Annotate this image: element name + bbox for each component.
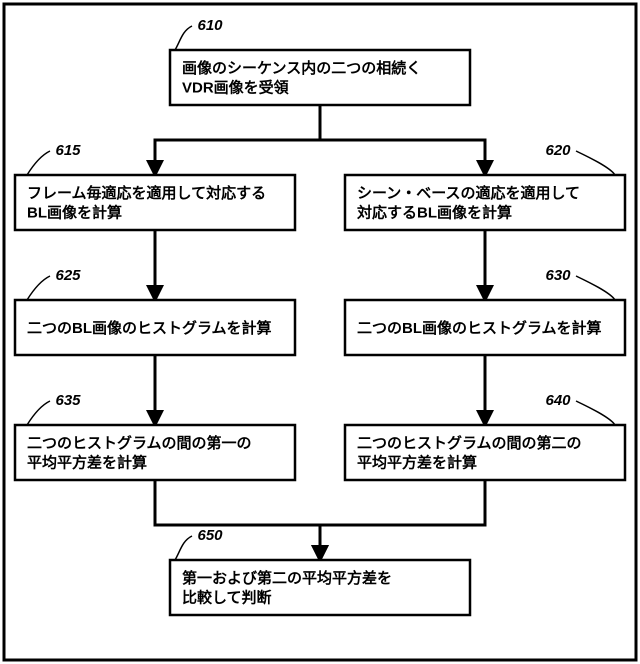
node-box-n635 xyxy=(15,425,295,480)
node-text-n640-line0: 二つのヒストグラムの間の第二の xyxy=(357,434,582,452)
node-text-n650-line1: 比較して判断 xyxy=(182,589,272,607)
ref-label-630: 630 xyxy=(545,267,571,284)
node-box-n610 xyxy=(170,50,470,105)
node-text-n635-line1: 平均平方差を計算 xyxy=(27,454,147,472)
edge-n610-n615 xyxy=(155,105,320,175)
ref-leader-635 xyxy=(27,401,50,425)
ref-label-650: 650 xyxy=(197,527,223,544)
ref-leader-640 xyxy=(576,401,615,425)
node-box-n640 xyxy=(345,425,625,480)
node-box-n620 xyxy=(345,175,625,230)
node-text-n640-line1: 平均平方差を計算 xyxy=(357,454,477,472)
edge-n640-n650 xyxy=(320,480,485,560)
ref-label-635: 635 xyxy=(55,392,81,409)
ref-label-640: 640 xyxy=(545,392,571,409)
node-text-n635-line0: 二つのヒストグラムの間の第一の xyxy=(27,434,252,452)
ref-label-615: 615 xyxy=(55,142,81,159)
ref-leader-625 xyxy=(27,276,50,300)
node-text-n615-line1: BL画像を計算 xyxy=(27,204,122,222)
ref-leader-650 xyxy=(175,536,192,560)
node-text-n620-line0: シーン・ベースの適応を適用して xyxy=(357,184,580,202)
node-text-n625-line0: 二つのBL画像のヒストグラムを計算 xyxy=(27,319,272,337)
ref-leader-615 xyxy=(27,151,50,175)
node-text-n620-line1: 対応するBL画像を計算 xyxy=(356,204,512,222)
edge-n610-n620 xyxy=(320,105,485,175)
ref-leader-610 xyxy=(175,26,192,50)
ref-label-610: 610 xyxy=(197,17,223,34)
flowchart-svg: 画像のシーケンス内の二つの相続く VDR画像を受領 610 フレーム毎適応を適用して対… xyxy=(0,0,640,664)
ref-leader-620 xyxy=(576,151,615,175)
node-text-n630-line0: 二つのBL画像のヒストグラムを計算 xyxy=(357,319,602,337)
node-text-n610-line1: VDR画像を受領 xyxy=(182,79,290,97)
ref-leader-630 xyxy=(576,276,615,300)
node-text-n615-line0: フレーム毎適応を適用して対応する xyxy=(27,184,266,202)
ref-label-625: 625 xyxy=(55,267,81,284)
node-box-n615 xyxy=(15,175,295,230)
ref-label-620: 620 xyxy=(545,142,571,159)
edge-n635-n650 xyxy=(155,480,320,560)
node-box-n650 xyxy=(170,560,470,615)
node-n610: 画像のシーケンス内の二つの相続く VDR画像を受領 610 xyxy=(170,17,470,105)
node-text-n610-line0: 画像のシーケンス内の二つの相続く xyxy=(182,59,421,77)
node-text-n650-line0: 第一および第二の平均平方差を xyxy=(182,569,392,587)
